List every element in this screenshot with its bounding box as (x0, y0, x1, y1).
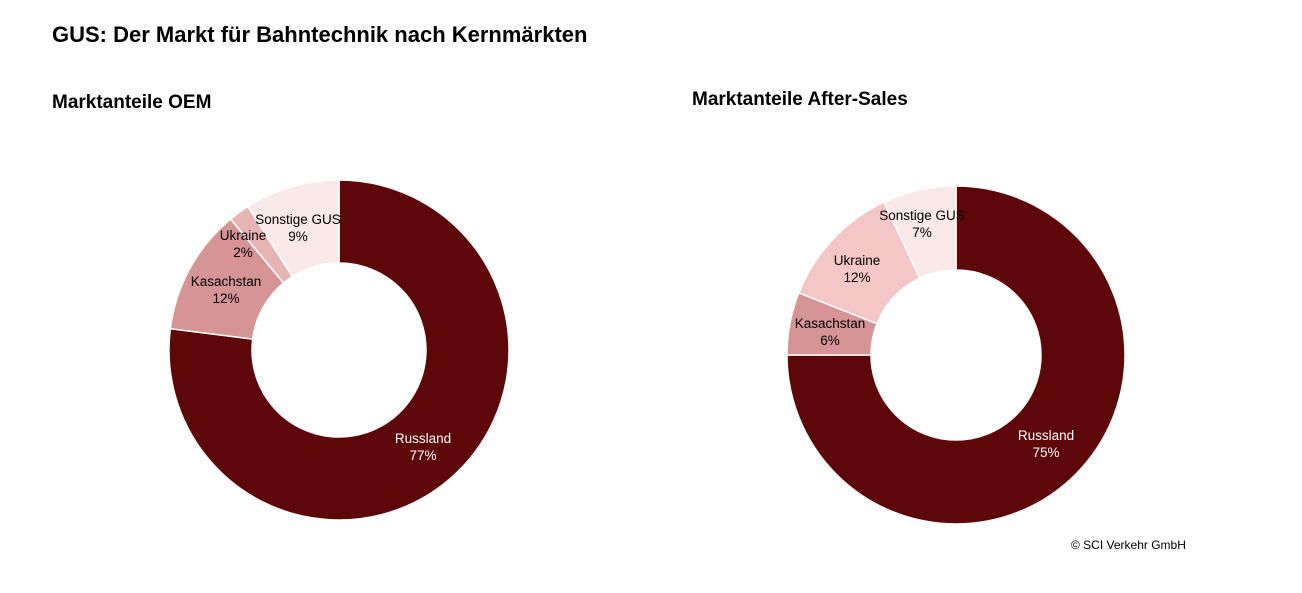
slice-value-sonstige-gus: 7% (912, 225, 932, 240)
slice-value-ukraine: 12% (843, 270, 870, 285)
copyright-notice: © SCI Verkehr GmbH (1071, 538, 1186, 552)
oem-chart-title: Marktanteile OEM (52, 92, 212, 113)
slice-label-ukraine: Ukraine (834, 253, 881, 268)
slice-label-kasachstan: Kasachstan (191, 274, 262, 289)
slice-label-sonstige-gus: Sonstige GUS (255, 212, 341, 227)
slice-label-russland: Russland (1018, 428, 1074, 443)
slice-sonstige-gus (883, 185, 957, 280)
aftersales-chart-title: Marktanteile After-Sales (692, 89, 908, 110)
slice-value-kasachstan: 12% (212, 291, 239, 306)
slice-value-russland: 77% (409, 448, 436, 463)
slice-value-russland: 75% (1032, 445, 1059, 460)
slice-russland (786, 185, 1126, 525)
slice-russland (168, 179, 510, 521)
slice-label-ukraine: Ukraine (220, 228, 267, 243)
slice-label-kasachstan: Kasachstan (795, 316, 866, 331)
slice-label-sonstige-gus: Sonstige GUS (879, 208, 965, 223)
slice-value-sonstige-gus: 9% (288, 229, 308, 244)
slice-label-russland: Russland (395, 431, 451, 446)
slice-value-kasachstan: 6% (820, 333, 840, 348)
slice-value-ukraine: 2% (233, 245, 253, 260)
slice-sonstige-gus (246, 179, 340, 278)
main-title: GUS: Der Markt für Bahntechnik nach Kern… (52, 22, 588, 47)
